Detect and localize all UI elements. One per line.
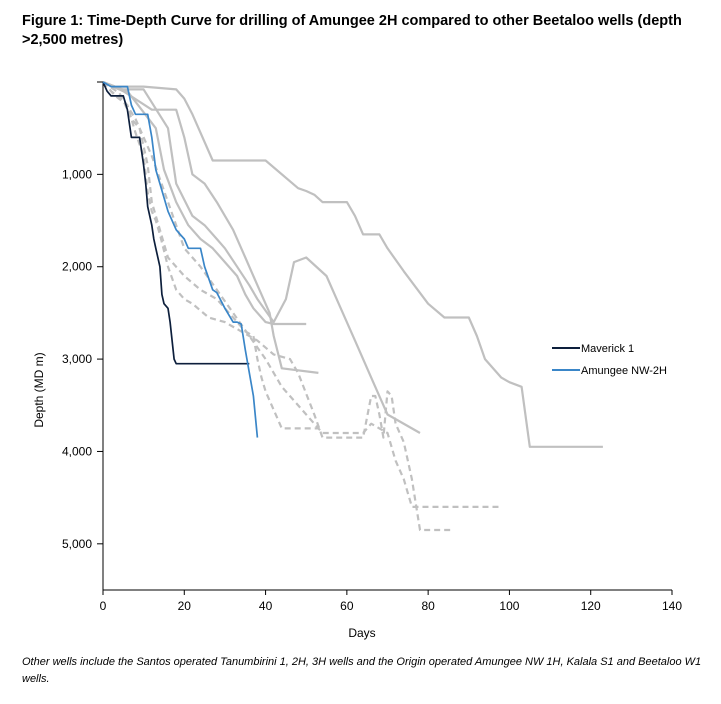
x-tick-label: 100 (499, 599, 519, 613)
y-tick-label: 4,000 (62, 444, 92, 458)
footnote: Other wells include the Santos operated … (22, 656, 702, 685)
other-well-line (102, 80, 319, 374)
other-well-line (102, 80, 603, 448)
legend: Maverick 1 Amungee NW-2H (552, 343, 667, 377)
axes (97, 81, 672, 591)
x-axis-title: Days (348, 626, 375, 640)
other-well-line (102, 81, 453, 532)
y-tick-label: 1,000 (62, 167, 92, 181)
x-tick-label: 20 (178, 599, 192, 613)
series-line-amungee-nw-2h (102, 81, 259, 438)
y-tick-label: 5,000 (62, 537, 92, 551)
other-well-line (102, 80, 421, 434)
y-tick-label: 2,000 (62, 260, 92, 274)
legend-label: Amungee NW-2H (581, 365, 667, 377)
y-tick-label: 3,000 (62, 352, 92, 366)
x-tick-label: 140 (662, 599, 682, 613)
time-depth-chart: 0 20 40 60 80 100 120 140 1,000 2,000 3,000 4,000 5,… (32, 80, 682, 640)
x-tick-label: 0 (100, 599, 107, 613)
legend-label: Maverick 1 (581, 343, 634, 355)
x-tick-label: 80 (421, 599, 435, 613)
x-tick-label: 40 (259, 599, 273, 613)
series-layer (102, 80, 603, 532)
x-tick-label: 120 (581, 599, 601, 613)
y-axis-title: Depth (MD m) (32, 352, 46, 427)
series-line-maverick-1 (102, 81, 250, 365)
ticks-layer: 0 20 40 60 80 100 120 140 1,000 2,000 3,000 4,000 5,… (62, 167, 682, 613)
x-tick-label: 60 (340, 599, 354, 613)
figure-title: Figure 1: Time-Depth Curve for drilling … (22, 13, 682, 48)
other-well-line (102, 80, 307, 326)
